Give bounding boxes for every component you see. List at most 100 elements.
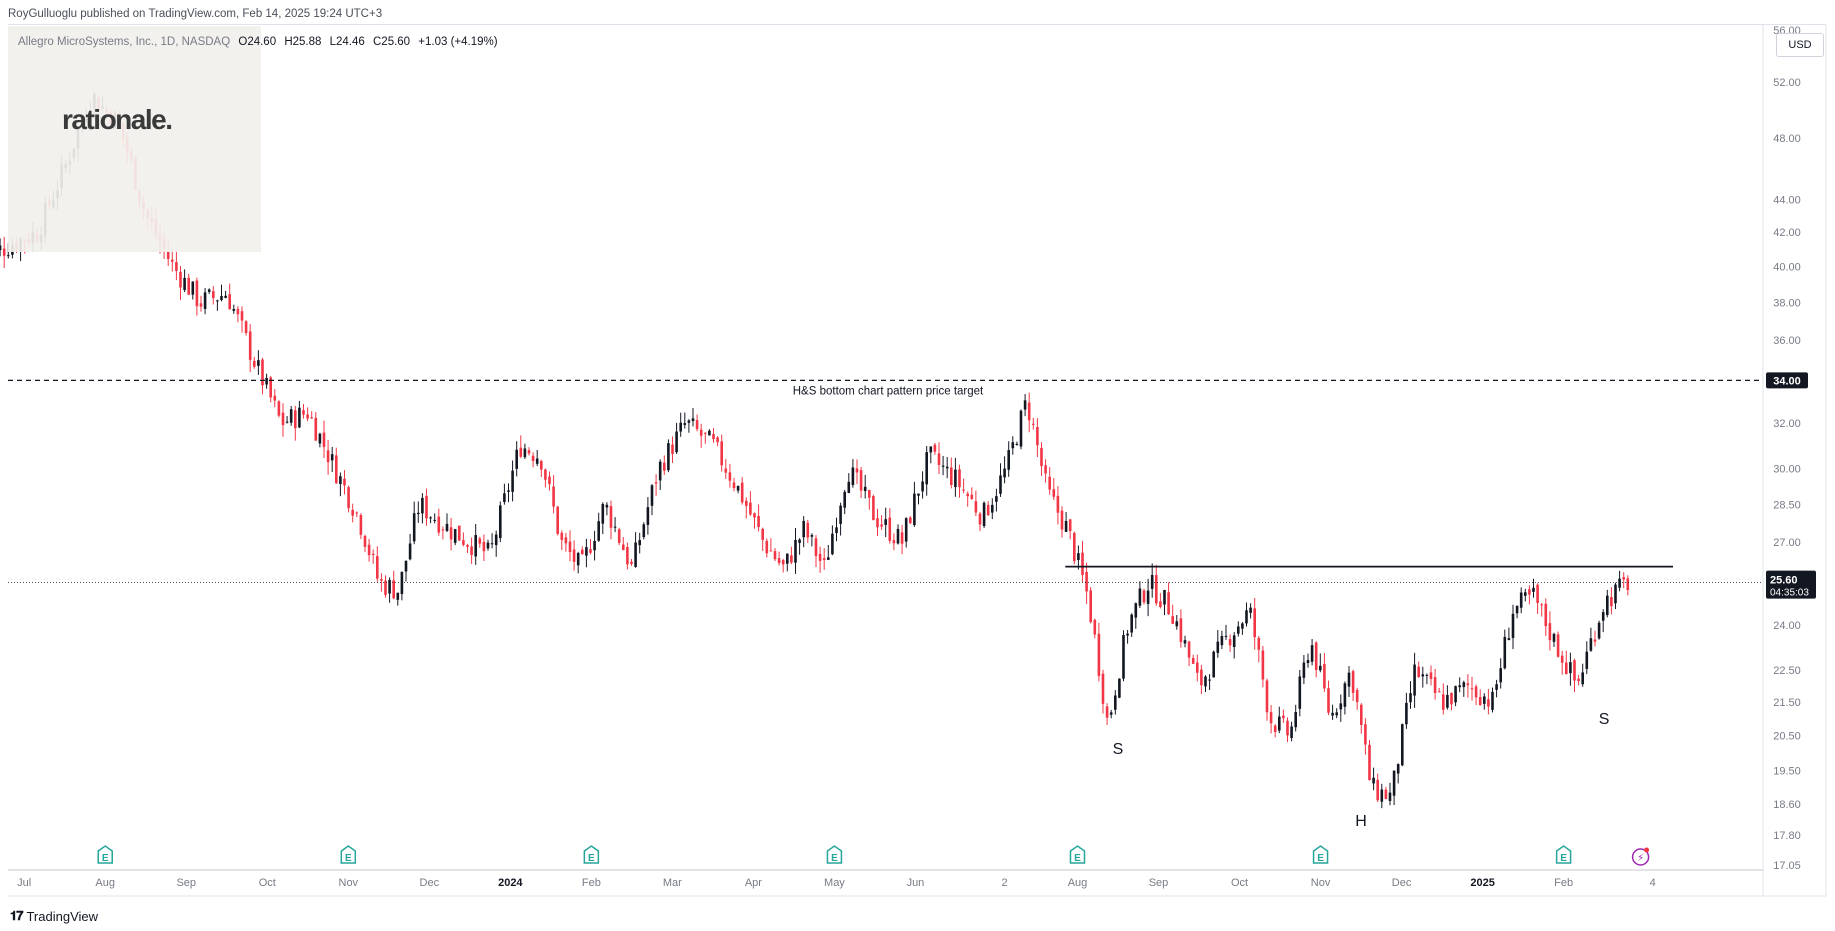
candle-body: [1142, 590, 1146, 603]
candle: [716, 436, 719, 447]
y-tick-label: 32.00: [1773, 418, 1801, 430]
candle: [523, 443, 527, 460]
earnings-icon-glyph: E: [1317, 853, 1324, 864]
candle-body: [1618, 578, 1621, 588]
candle-body: [179, 271, 182, 288]
candle-body: [1458, 685, 1461, 688]
candle: [281, 403, 285, 437]
candle-body: [765, 540, 769, 554]
close-value: C25.60: [373, 36, 411, 48]
candle-body: [552, 486, 555, 507]
candle-body: [855, 468, 859, 473]
candle-body: [1347, 672, 1351, 687]
candle-body: [958, 469, 961, 488]
candle: [457, 525, 461, 541]
candle: [1294, 704, 1297, 732]
earnings-icon-glyph: E: [345, 853, 352, 864]
candle-body: [1491, 691, 1494, 710]
candle: [794, 527, 797, 574]
candle-body: [261, 359, 264, 386]
time-axis[interactable]: Jul Aug Sep Oct Nov Dec 2024 Feb Mar Apr May Jun 2 Au…: [17, 877, 1656, 889]
candle-body: [1523, 592, 1527, 596]
price-axis[interactable]: 56.00 52.00 48.00 44.00 42.00 40.00 38.00 36.00…: [1766, 25, 1816, 872]
y-tick-label: 17.05: [1773, 860, 1801, 872]
candle: [1474, 684, 1478, 706]
candle-body: [322, 432, 326, 447]
candle: [1446, 685, 1449, 710]
candle: [1540, 603, 1543, 617]
candle: [826, 544, 830, 561]
candle: [429, 516, 432, 524]
candle: [1290, 721, 1293, 742]
candle-body: [1072, 533, 1076, 562]
candle-body: [954, 469, 957, 488]
candle: [384, 575, 387, 598]
candle-body: [966, 493, 969, 497]
candle: [1027, 392, 1031, 433]
candle-body: [314, 417, 318, 441]
candle: [306, 407, 309, 422]
candle: [1216, 630, 1220, 658]
candle-body: [375, 556, 379, 579]
candle: [1466, 674, 1470, 698]
candle-body: [589, 549, 592, 553]
candle-body: [404, 560, 408, 572]
candle: [449, 517, 453, 551]
candle-body: [1015, 443, 1019, 445]
x-tick-label: Jun: [907, 877, 925, 889]
candle-body: [1540, 604, 1543, 606]
candle-body: [318, 433, 322, 444]
candle: [1491, 687, 1494, 713]
candle: [1183, 635, 1187, 648]
candle-body: [220, 295, 223, 301]
candle-body: [548, 476, 551, 485]
candle-body: [396, 592, 400, 600]
candle: [1052, 478, 1056, 500]
candle-body: [1187, 641, 1191, 658]
candle: [1569, 652, 1572, 686]
candle: [576, 551, 580, 574]
candle-body: [749, 502, 752, 515]
candle-body: [1257, 637, 1261, 650]
candle-body: [564, 537, 568, 544]
candle: [265, 373, 268, 389]
tradingview-brand[interactable]: 𝟏𝟕 TradingView: [10, 908, 98, 924]
candle-body: [457, 525, 461, 541]
candle-body: [1327, 688, 1330, 713]
candle-body: [650, 485, 654, 506]
candle: [1023, 394, 1027, 417]
candle: [1077, 545, 1080, 570]
candle: [375, 546, 379, 582]
candle: [855, 459, 859, 485]
candle: [351, 503, 354, 523]
candle-body: [1040, 447, 1043, 467]
candle-body: [0, 245, 2, 251]
candle: [1163, 589, 1166, 616]
candle: [1048, 467, 1051, 495]
candle-body: [1154, 575, 1158, 604]
target-price-tag: [1766, 372, 1808, 389]
candle-body: [1216, 641, 1220, 653]
candle: [1044, 459, 1047, 483]
candle-body: [974, 501, 978, 513]
candle: [937, 442, 941, 475]
candle: [1200, 664, 1203, 695]
candle: [466, 543, 469, 554]
candle: [769, 538, 773, 552]
candle: [872, 494, 875, 521]
candle-body: [326, 450, 330, 463]
candle-body: [1552, 633, 1556, 642]
candle-body: [1011, 442, 1015, 449]
currency-selector[interactable]: USD: [1776, 33, 1824, 57]
y-tick-label: 20.50: [1773, 731, 1801, 743]
candle-body: [166, 251, 170, 259]
candle-body: [1101, 673, 1105, 704]
candle: [437, 508, 441, 536]
candle: [363, 534, 367, 553]
candle: [293, 405, 297, 441]
candle: [913, 481, 916, 527]
candle: [757, 504, 760, 532]
earnings-events[interactable]: E E E E E E E ⚡: [97, 845, 1650, 866]
candle-body: [1183, 640, 1187, 644]
